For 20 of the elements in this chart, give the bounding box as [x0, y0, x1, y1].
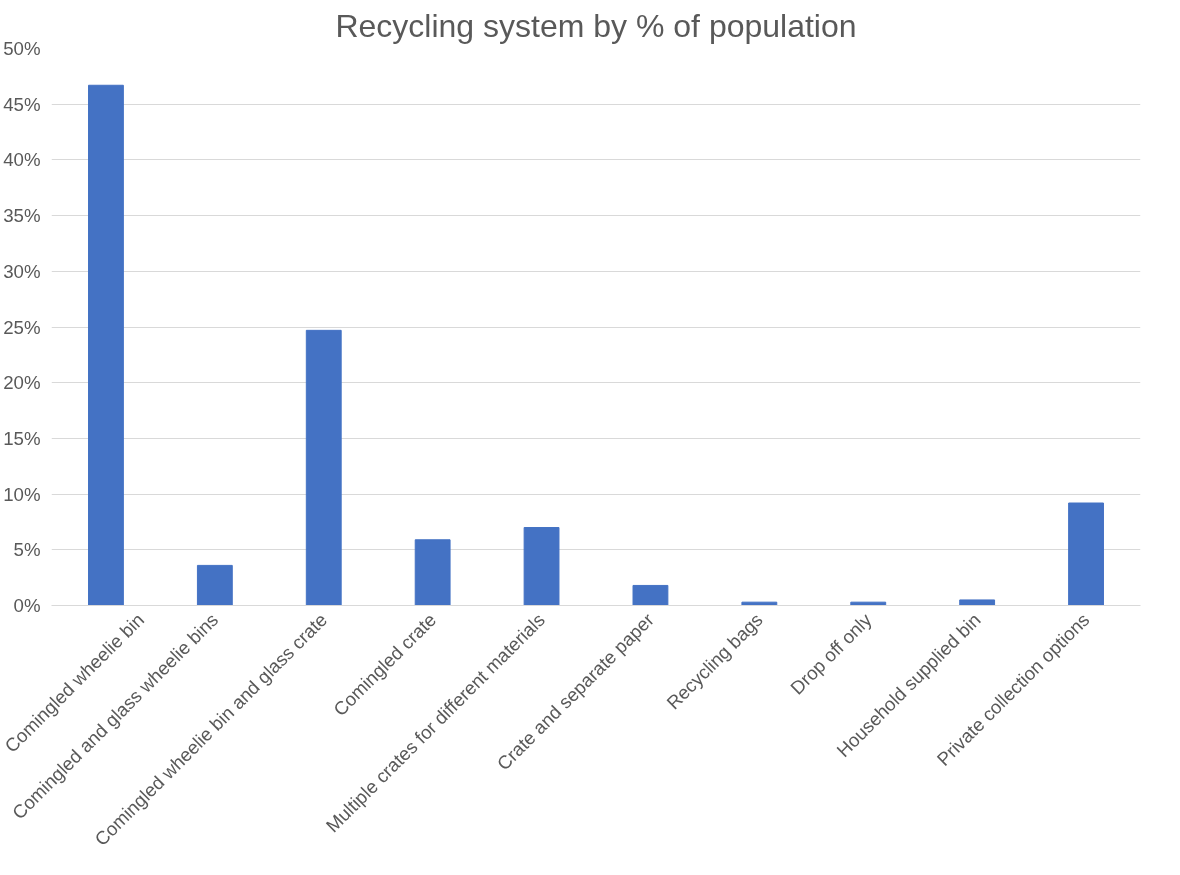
- y-tick-label: 40%: [3, 149, 41, 171]
- chart-title: Recycling system by % of population: [335, 7, 857, 44]
- y-tick-label: 50%: [3, 38, 41, 59]
- bar: [88, 84, 124, 606]
- bar: [305, 329, 342, 606]
- bar: [414, 539, 451, 606]
- y-tick-label: 0%: [13, 595, 41, 616]
- y-tick-label: 20%: [3, 372, 41, 394]
- y-tick-label: 15%: [3, 427, 41, 449]
- bar: [632, 584, 669, 606]
- bar: [523, 527, 560, 606]
- y-tick-label: 45%: [3, 93, 41, 115]
- y-tick-label: 35%: [3, 205, 41, 227]
- y-tick-label: 10%: [3, 483, 41, 505]
- y-tick-label: 25%: [3, 316, 41, 338]
- y-tick-label: 30%: [3, 260, 41, 282]
- bar: [959, 599, 996, 606]
- bar: [1068, 502, 1104, 606]
- y-tick-label: 5%: [13, 539, 41, 561]
- bar: [196, 564, 233, 606]
